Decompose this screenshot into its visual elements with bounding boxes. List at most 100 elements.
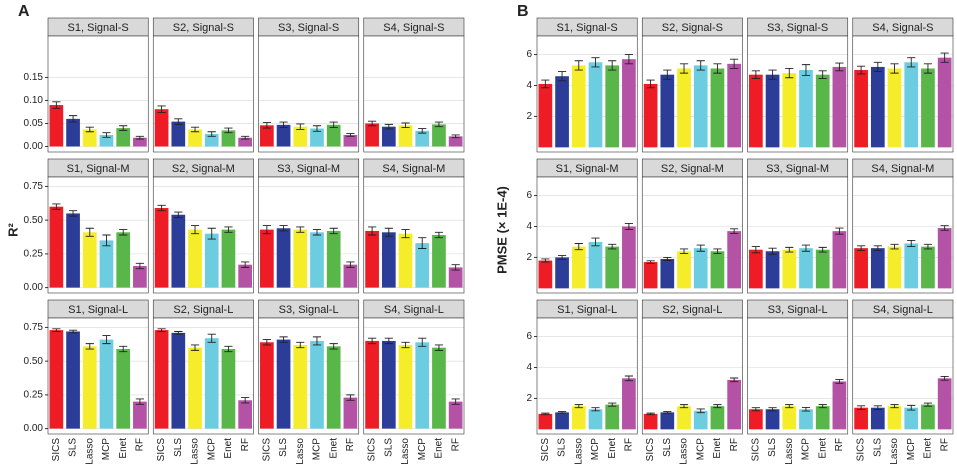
bar xyxy=(310,128,324,147)
bar xyxy=(538,413,553,430)
bar xyxy=(116,349,131,429)
bar xyxy=(832,381,847,430)
facet-border xyxy=(536,176,638,294)
error-bar xyxy=(85,126,94,133)
error-bar xyxy=(224,226,233,233)
bar xyxy=(66,331,80,429)
error-bar xyxy=(207,227,216,240)
bar xyxy=(765,409,780,430)
bar xyxy=(660,74,675,148)
error-bar xyxy=(135,262,145,270)
bar xyxy=(415,130,430,147)
error-bar xyxy=(418,237,427,249)
error-bar xyxy=(102,234,111,247)
bar xyxy=(154,208,169,288)
error-bar xyxy=(679,63,689,74)
y-tick-label: 0.75 xyxy=(24,322,44,333)
error-bar xyxy=(262,339,271,346)
error-bar xyxy=(157,105,166,113)
bar xyxy=(221,349,236,429)
error-bar xyxy=(696,244,705,252)
bar xyxy=(588,62,603,148)
bar xyxy=(188,347,202,429)
bar xyxy=(326,346,341,429)
bar xyxy=(799,70,813,148)
error-bar xyxy=(907,239,916,248)
bar xyxy=(571,406,586,430)
error-bar xyxy=(923,63,933,74)
error-bar xyxy=(541,412,550,416)
facet-border xyxy=(641,35,743,153)
y-axis-label: R² xyxy=(5,222,20,236)
bar xyxy=(571,246,586,289)
error-bar xyxy=(907,404,916,411)
bar xyxy=(727,63,741,148)
x-tick-label: MCP xyxy=(906,438,917,461)
error-bar xyxy=(591,407,600,412)
x-tick-label: SLS xyxy=(662,438,673,457)
error-bar xyxy=(224,127,233,134)
bar xyxy=(276,124,291,147)
error-bar xyxy=(801,244,811,252)
x-tick-label: RF xyxy=(624,438,635,451)
y-tick-label: 0.00 xyxy=(24,141,44,152)
bar xyxy=(204,338,219,429)
x-tick-label: SICS xyxy=(540,438,551,462)
error-bar xyxy=(907,57,916,68)
bar xyxy=(260,125,274,147)
error-bar xyxy=(312,125,322,132)
bar xyxy=(555,412,569,430)
bar xyxy=(605,65,620,148)
error-bar xyxy=(224,345,233,353)
error-bar xyxy=(890,243,899,250)
error-bar xyxy=(157,204,166,212)
bar xyxy=(381,126,396,147)
bar xyxy=(66,118,80,147)
bar xyxy=(293,126,308,147)
y-tick-label: 2 xyxy=(526,252,532,263)
facet-title: S3, Signal-S xyxy=(767,22,828,34)
x-tick-label: RF xyxy=(240,438,251,451)
bar xyxy=(99,240,114,288)
bar xyxy=(171,214,186,288)
x-tick-label: Lasso xyxy=(573,438,584,465)
error-bar xyxy=(329,121,338,129)
facet-border xyxy=(258,35,360,153)
error-bar xyxy=(713,248,722,255)
x-tick-label: MCP xyxy=(801,438,812,461)
bar xyxy=(99,339,114,429)
bar xyxy=(381,232,396,288)
bar xyxy=(921,246,935,289)
bar xyxy=(276,339,291,429)
x-tick-label: Lasso xyxy=(889,438,900,465)
error-bar xyxy=(68,115,78,123)
facet-bg xyxy=(258,177,359,293)
x-tick-label: SICS xyxy=(750,438,761,462)
bar xyxy=(432,124,446,147)
error-bar xyxy=(856,245,866,251)
bar xyxy=(904,243,919,289)
bar xyxy=(343,397,358,429)
facet-bg xyxy=(852,36,953,152)
facet-title: S2, Signal-L xyxy=(662,304,722,316)
error-bar xyxy=(873,245,882,251)
error-bar xyxy=(541,258,550,263)
error-bar xyxy=(574,404,583,409)
error-bar xyxy=(52,328,61,332)
x-tick-label: SICS xyxy=(856,438,867,462)
y-tick-label: 0.50 xyxy=(24,356,44,367)
error-bar xyxy=(818,404,827,409)
bar xyxy=(815,249,830,289)
facet-title: S4, Signal-M xyxy=(871,163,934,175)
bar xyxy=(870,66,885,148)
bar xyxy=(710,406,725,430)
bar xyxy=(432,235,446,288)
bar xyxy=(398,125,413,147)
error-bar xyxy=(52,101,61,109)
error-bar xyxy=(940,376,949,381)
error-bar xyxy=(713,63,722,74)
error-bar xyxy=(890,63,899,74)
facet-border xyxy=(363,35,465,153)
error-bar xyxy=(940,225,949,231)
error-bar xyxy=(646,79,655,89)
